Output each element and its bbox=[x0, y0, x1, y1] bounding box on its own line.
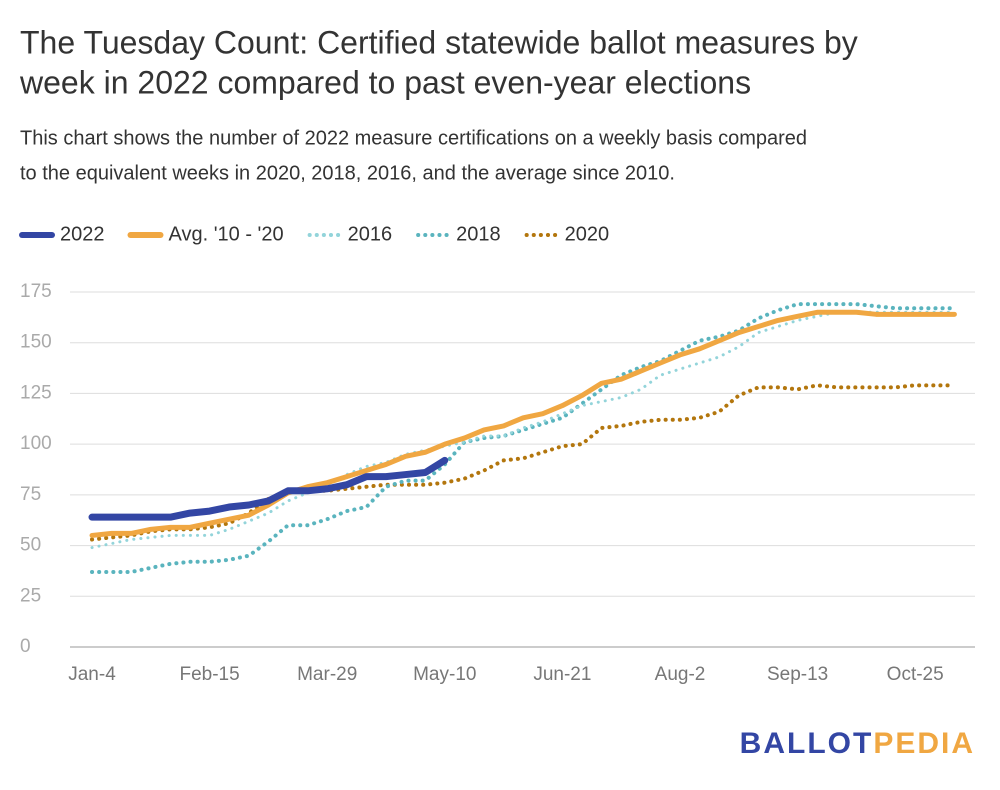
logo-part: PEDIA bbox=[873, 727, 975, 760]
series-line bbox=[90, 310, 956, 550]
series-line bbox=[90, 383, 957, 542]
x-tick-label: Jan-4 bbox=[68, 664, 116, 685]
x-tick-label: Feb-15 bbox=[179, 664, 239, 685]
x-tick-label: Aug-2 bbox=[655, 664, 706, 685]
series-line bbox=[89, 309, 957, 538]
series-line bbox=[90, 302, 957, 574]
legend-label: 2018 bbox=[456, 223, 501, 245]
series-line bbox=[88, 456, 449, 521]
y-tick-label: 175 bbox=[20, 281, 52, 302]
y-tick-label: 100 bbox=[20, 433, 52, 454]
chart-subtitle: This chart shows the number of 2022 meas… bbox=[20, 127, 807, 149]
y-tick-label: 0 bbox=[20, 636, 31, 657]
x-tick-label: Jun-21 bbox=[533, 664, 591, 685]
legend-label: 2016 bbox=[348, 223, 393, 245]
chart-title: The Tuesday Count: Certified statewide b… bbox=[20, 24, 858, 60]
x-tick-label: May-10 bbox=[413, 664, 476, 685]
chart-title: week in 2022 compared to past even-year … bbox=[19, 64, 751, 100]
legend-label: 2020 bbox=[565, 223, 610, 245]
legend-label: Avg. '10 - '20 bbox=[169, 223, 284, 245]
logo-part: BALLOT bbox=[740, 727, 874, 760]
y-tick-label: 150 bbox=[20, 332, 52, 353]
y-tick-label: 50 bbox=[20, 535, 41, 556]
logo: BALLOTPEDIA bbox=[740, 727, 975, 760]
chart-subtitle: to the equivalent weeks in 2020, 2018, 2… bbox=[20, 162, 675, 184]
y-tick-label: 75 bbox=[20, 484, 41, 505]
x-tick-label: Sep-13 bbox=[767, 664, 828, 685]
x-tick-label: Mar-29 bbox=[297, 664, 357, 685]
y-tick-label: 125 bbox=[20, 382, 52, 403]
x-tick-label: Oct-25 bbox=[887, 664, 944, 685]
legend-label: 2022 bbox=[60, 223, 105, 245]
y-tick-label: 25 bbox=[20, 585, 41, 606]
